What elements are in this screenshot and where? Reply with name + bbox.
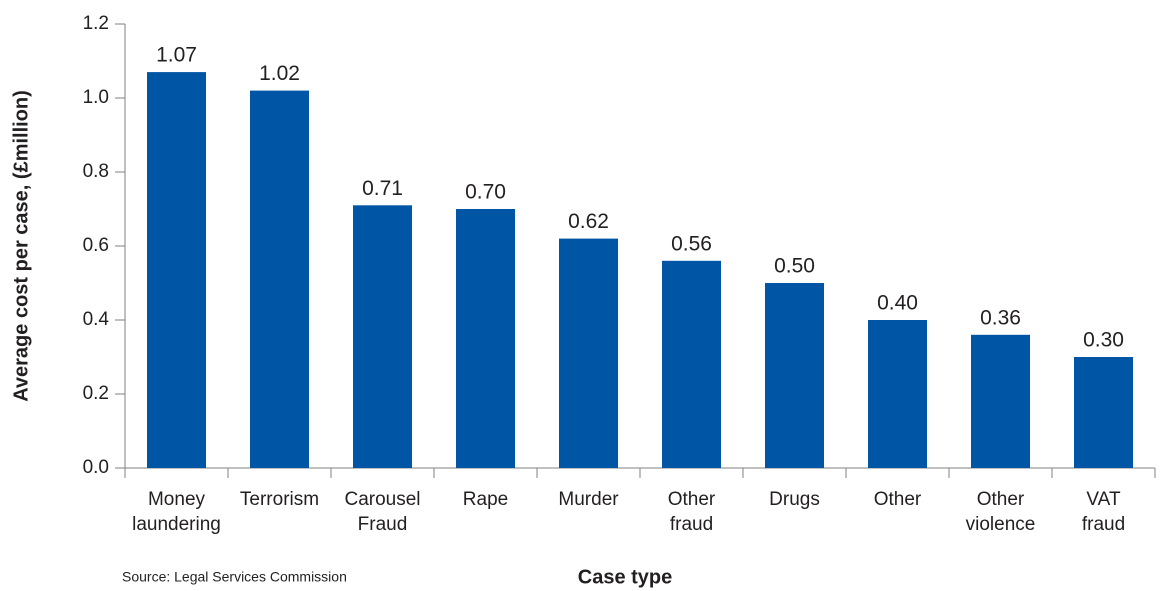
value-label: 0.30: [1083, 329, 1124, 352]
x-tick-label: Other: [874, 489, 922, 510]
bar: [662, 260, 721, 468]
value-label: 0.36: [980, 306, 1021, 329]
y-tick-label: 0.0: [83, 457, 109, 478]
bar: [353, 205, 412, 469]
y-tick-label: 1.0: [83, 87, 109, 108]
value-label: 0.56: [671, 232, 712, 255]
x-tick-label: Other violence: [966, 489, 1036, 535]
value-label: 0.50: [774, 255, 815, 278]
x-tick-label: Carousel Fraud: [344, 489, 420, 535]
value-label: 0.71: [362, 177, 403, 200]
y-tick-label: 0.2: [83, 383, 109, 404]
y-tick-label: 0.8: [83, 161, 109, 182]
bar: [1074, 357, 1133, 468]
value-label: 0.62: [568, 210, 609, 233]
bar: [456, 209, 515, 468]
value-label: 0.40: [877, 292, 918, 315]
x-tick-label: Terrorism: [240, 489, 319, 510]
x-tick-label: Money laundering: [132, 489, 221, 535]
value-label: 0.70: [465, 181, 506, 204]
y-tick-label: 0.6: [83, 235, 109, 256]
bar: [971, 334, 1030, 468]
y-tick-label: 1.2: [83, 13, 109, 34]
x-axis-label: Case type: [578, 566, 673, 588]
bar: [868, 320, 927, 468]
value-label: 1.07: [156, 44, 197, 67]
y-tick-label: 0.4: [83, 309, 110, 330]
value-label: 1.02: [259, 62, 300, 85]
x-tick-label: Other fraud: [668, 489, 716, 535]
bar: [559, 238, 618, 468]
x-tick-label: Drugs: [769, 489, 820, 510]
x-tick-label: Rape: [463, 489, 508, 510]
bar: [147, 72, 206, 468]
y-axis-label: Average cost per case, (£million): [10, 90, 32, 402]
x-tick-label: VAT fraud: [1082, 489, 1125, 535]
bar: [765, 283, 824, 468]
source-note: Source: Legal Services Commission: [122, 569, 347, 585]
x-tick-label: Murder: [558, 489, 619, 510]
bar: [250, 90, 309, 468]
